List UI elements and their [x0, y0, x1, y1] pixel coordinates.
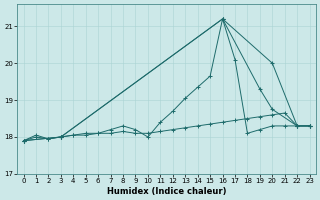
X-axis label: Humidex (Indice chaleur): Humidex (Indice chaleur): [107, 187, 226, 196]
